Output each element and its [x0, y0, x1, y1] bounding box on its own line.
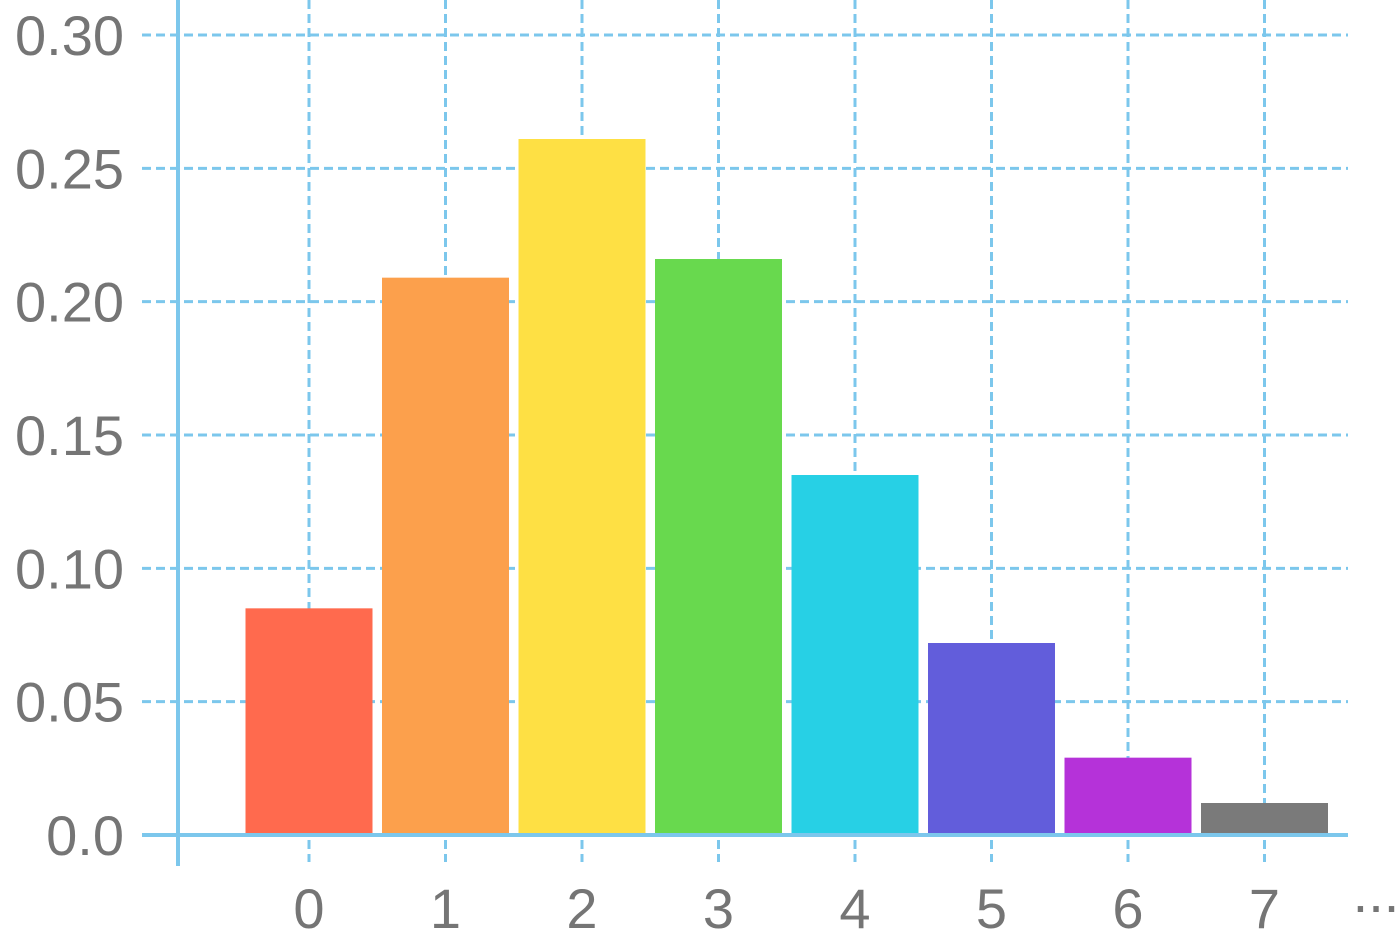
y-tick-label-2: 0.10 [15, 537, 124, 600]
y-tick-label-1: 0.05 [15, 671, 124, 734]
x-tick-label-7: 7 [1249, 877, 1280, 930]
bar-0 [245, 608, 373, 835]
x-tick-label-5: 5 [976, 877, 1007, 930]
x-tick-label-4: 4 [839, 877, 870, 930]
bar-6 [1064, 757, 1192, 835]
axes [142, 0, 1348, 866]
x-tick-label-0: 0 [293, 877, 324, 930]
y-tick-label-0: 0.0 [46, 804, 124, 867]
x-tick-label-3: 3 [703, 877, 734, 930]
bar-4 [791, 475, 919, 835]
x-axis-continuation-label: ... [1353, 861, 1400, 924]
x-tick-label-2: 2 [566, 877, 597, 930]
x-tick-label-6: 6 [1112, 877, 1143, 930]
x-tick-label-1: 1 [430, 877, 461, 930]
bar-2 [518, 139, 646, 835]
y-tick-label-6: 0.30 [15, 4, 124, 67]
x-tick-labels: 0 1 2 3 4 5 6 7 [293, 877, 1280, 930]
y-tick-label-5: 0.25 [15, 137, 124, 200]
bar-3 [655, 259, 782, 835]
bar-5 [928, 643, 1055, 835]
bar-7 [1201, 803, 1328, 835]
bar-1 [382, 277, 509, 836]
y-tick-label-4: 0.20 [15, 271, 124, 334]
y-tick-labels: 0.0 0.05 0.10 0.15 0.20 0.25 0.30 [15, 4, 124, 867]
bars [245, 139, 1328, 836]
y-tick-label-3: 0.15 [15, 404, 124, 467]
